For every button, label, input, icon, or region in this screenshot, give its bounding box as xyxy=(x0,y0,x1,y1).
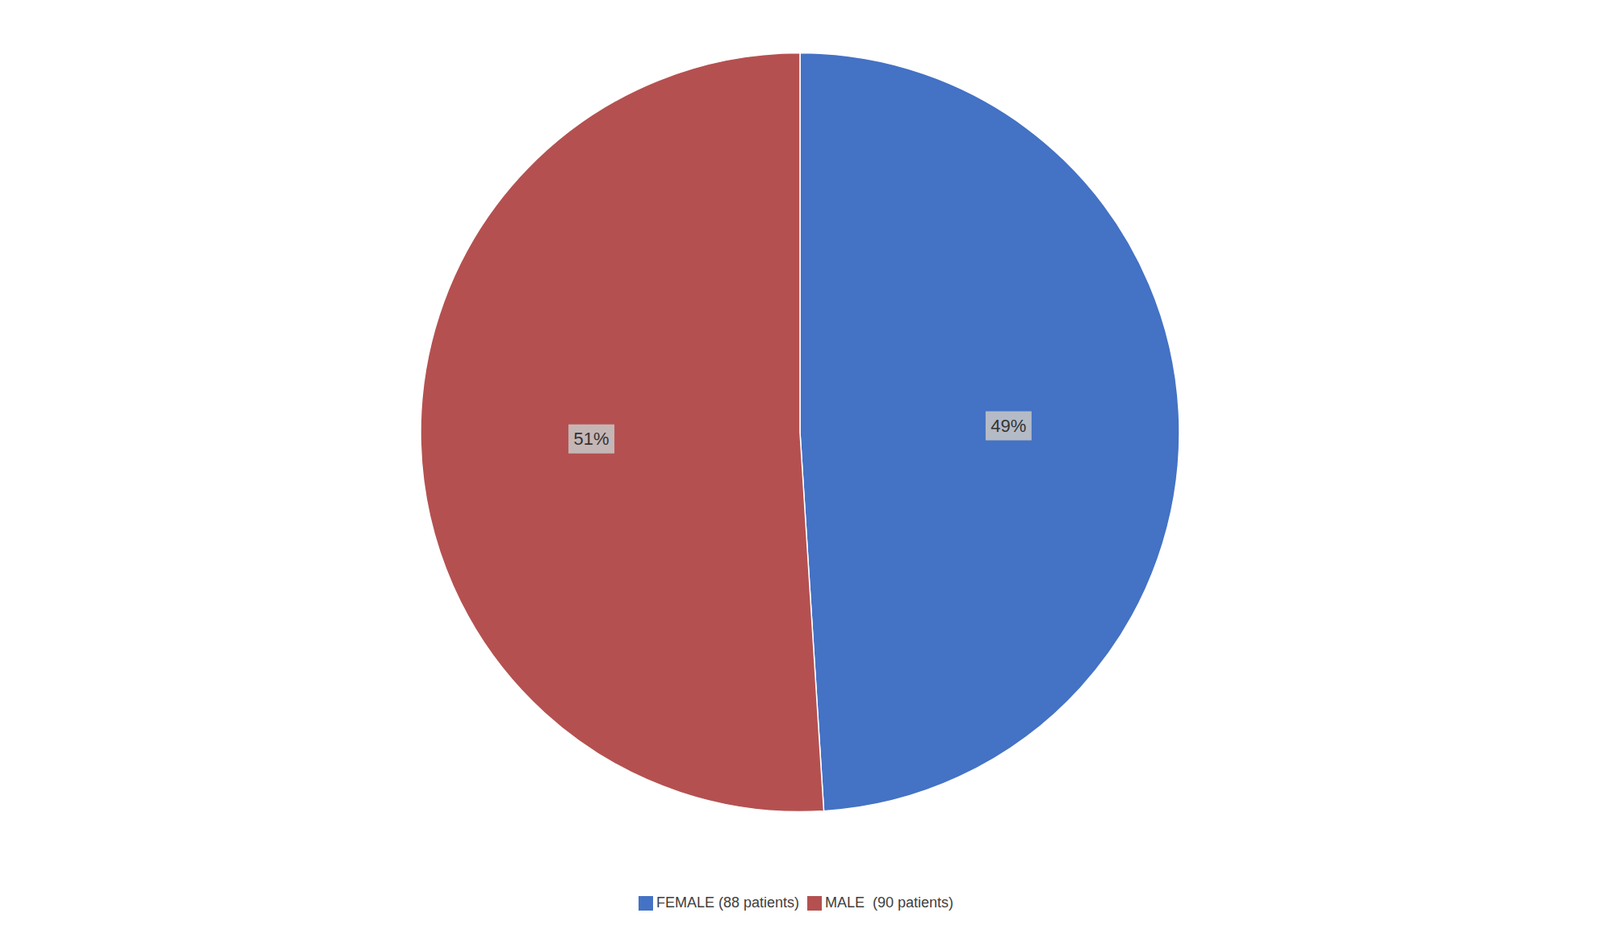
html-text:FEMALE (88 patients): FEMALE (88 patients) xyxy=(656,894,800,911)
svg-text:49%: 49% xyxy=(990,415,1027,436)
svg-text:51%: 51% xyxy=(573,428,610,449)
html-text:MALE (90 patients): MALE (90 patients) xyxy=(825,894,954,911)
